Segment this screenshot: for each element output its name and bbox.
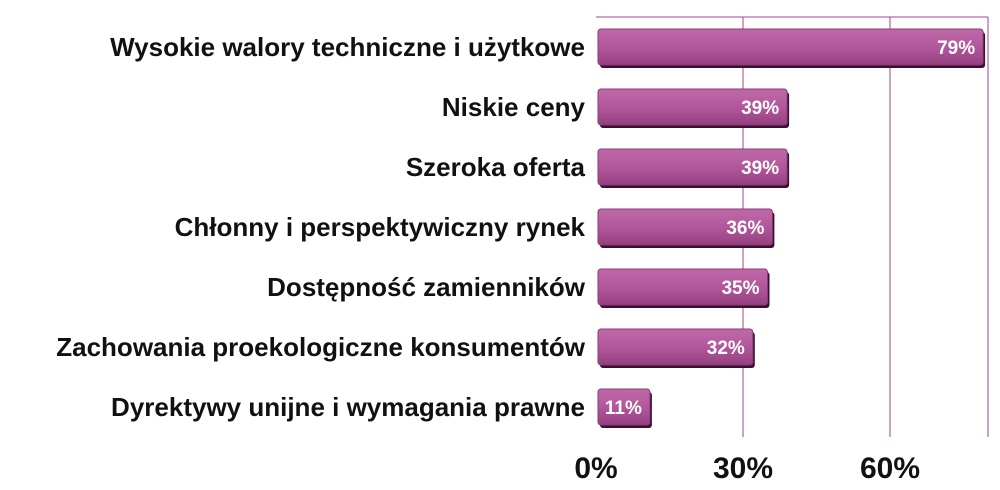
bar	[597, 328, 754, 366]
bar	[597, 208, 773, 246]
bar	[597, 88, 788, 126]
value-labels: 79% 39% 39% 36% 35% 32% 11%	[605, 38, 975, 419]
value-label: 11%	[605, 398, 642, 419]
bar	[597, 388, 651, 426]
category-label: Dostępność zamienników	[267, 272, 586, 302]
category-label: Niskie ceny	[442, 92, 586, 122]
bar	[597, 268, 768, 306]
value-label: 39%	[741, 98, 779, 119]
category-label: Zachowania proekologiczne konsumentów	[56, 332, 586, 362]
value-label: 79%	[937, 38, 975, 59]
category-label: Szeroka oferta	[406, 152, 586, 182]
category-label: Wysokie walory techniczne i użytkowe	[110, 32, 585, 62]
x-axis-ticks: 0% 30% 60%	[574, 452, 920, 485]
x-tick-label: 30%	[713, 452, 773, 485]
category-label: Chłonny i perspektywiczny rynek	[175, 212, 586, 242]
category-label: Dyrektywy unijne i wymagania prawne	[111, 392, 585, 422]
value-label: 35%	[721, 278, 759, 299]
value-label: 32%	[707, 338, 745, 359]
bar	[597, 148, 788, 186]
value-label: 39%	[741, 158, 779, 179]
x-tick-label: 60%	[860, 452, 920, 485]
category-labels: Wysokie walory techniczne i użytkowe Nisk…	[56, 32, 586, 422]
bar	[597, 28, 984, 66]
bars	[597, 28, 986, 428]
value-label: 36%	[726, 218, 764, 239]
x-tick-label: 0%	[574, 452, 617, 485]
